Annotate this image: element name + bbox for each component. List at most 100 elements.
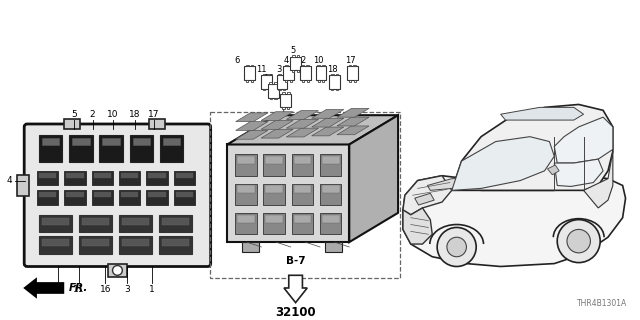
Polygon shape <box>236 131 268 139</box>
Polygon shape <box>337 126 369 135</box>
Text: 10: 10 <box>108 110 119 119</box>
Text: 18: 18 <box>129 110 140 119</box>
Polygon shape <box>554 159 603 187</box>
Polygon shape <box>547 165 559 175</box>
Polygon shape <box>286 128 319 137</box>
Polygon shape <box>554 117 613 163</box>
Bar <box>335 74 339 75</box>
Polygon shape <box>337 108 369 117</box>
Bar <box>349 65 351 66</box>
Text: 5: 5 <box>290 46 295 55</box>
Bar <box>282 108 285 109</box>
Circle shape <box>557 220 600 263</box>
Bar <box>317 65 320 66</box>
Bar <box>39 192 56 197</box>
FancyBboxPatch shape <box>316 66 326 80</box>
Bar <box>42 138 60 146</box>
Bar <box>262 74 266 75</box>
Text: 18: 18 <box>328 65 338 74</box>
Bar <box>292 213 313 234</box>
Bar <box>349 80 351 82</box>
Bar <box>149 119 165 129</box>
Bar <box>148 192 166 197</box>
Bar <box>64 171 86 186</box>
Bar <box>122 239 149 246</box>
Text: 4: 4 <box>7 176 12 185</box>
Bar <box>331 74 333 75</box>
Bar <box>64 190 86 205</box>
Polygon shape <box>500 108 584 120</box>
Bar <box>251 65 253 66</box>
Bar <box>266 215 283 223</box>
Bar <box>285 65 288 66</box>
FancyBboxPatch shape <box>290 57 301 70</box>
Bar <box>72 138 90 146</box>
Bar <box>37 190 58 205</box>
Polygon shape <box>284 275 307 303</box>
Bar <box>39 236 72 254</box>
Polygon shape <box>236 113 268 122</box>
FancyBboxPatch shape <box>268 84 278 98</box>
Polygon shape <box>261 121 293 129</box>
Text: 17: 17 <box>148 110 160 119</box>
Bar <box>336 89 338 91</box>
Bar <box>353 65 356 66</box>
FancyBboxPatch shape <box>24 124 211 267</box>
Text: 17: 17 <box>345 56 356 65</box>
Text: 6: 6 <box>234 56 240 65</box>
Bar <box>322 156 340 164</box>
Polygon shape <box>286 119 319 128</box>
Bar <box>292 70 294 72</box>
Bar <box>283 74 285 75</box>
Polygon shape <box>403 176 625 267</box>
Circle shape <box>113 266 122 275</box>
Bar <box>119 236 152 254</box>
Bar <box>301 65 305 66</box>
Bar <box>175 173 193 178</box>
Bar <box>320 184 342 205</box>
Bar <box>210 112 400 278</box>
Text: THR4B1301A: THR4B1301A <box>577 300 627 308</box>
Bar <box>251 80 253 82</box>
Bar <box>66 173 84 178</box>
Bar <box>322 65 324 66</box>
Bar <box>162 218 189 225</box>
Text: 1: 1 <box>149 285 155 294</box>
Bar <box>132 138 150 146</box>
Polygon shape <box>452 104 613 190</box>
Polygon shape <box>312 109 344 118</box>
Polygon shape <box>452 137 554 190</box>
Bar <box>173 190 195 205</box>
Bar <box>278 74 281 75</box>
Bar <box>175 192 193 197</box>
Bar <box>294 186 311 193</box>
Polygon shape <box>227 145 349 242</box>
FancyBboxPatch shape <box>276 75 287 89</box>
FancyBboxPatch shape <box>347 66 358 80</box>
Text: 32100: 32100 <box>275 306 316 318</box>
Bar <box>322 215 340 223</box>
Circle shape <box>567 229 591 253</box>
Polygon shape <box>415 193 434 205</box>
Bar <box>159 236 192 254</box>
Bar <box>119 190 140 205</box>
Polygon shape <box>584 151 613 208</box>
FancyBboxPatch shape <box>261 75 271 89</box>
Bar <box>146 190 168 205</box>
Bar <box>246 80 248 82</box>
Polygon shape <box>261 112 293 121</box>
Bar <box>148 173 166 178</box>
Text: 6: 6 <box>56 285 61 294</box>
Bar <box>39 215 72 232</box>
Polygon shape <box>261 129 293 138</box>
Bar <box>121 192 138 197</box>
Bar <box>264 184 285 205</box>
Bar <box>292 184 313 205</box>
FancyBboxPatch shape <box>280 94 291 108</box>
Bar <box>332 89 333 91</box>
Bar <box>65 119 80 129</box>
Bar <box>69 135 93 162</box>
Bar <box>302 80 304 82</box>
Bar <box>146 171 168 186</box>
Bar <box>275 98 276 99</box>
